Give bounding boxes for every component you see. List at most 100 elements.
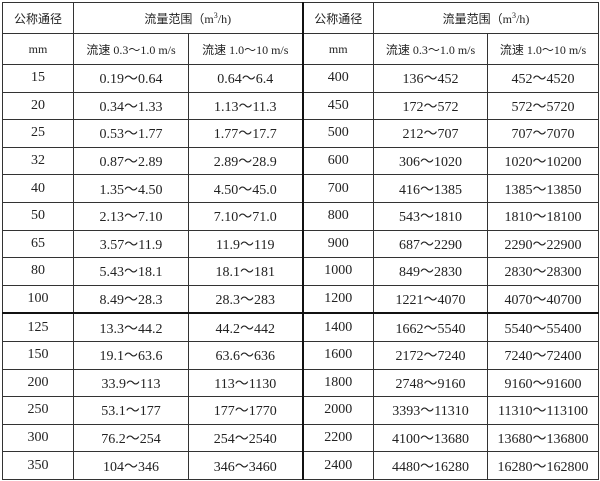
flow-low-cell: 0.19～0.64	[73, 64, 189, 93]
flow-high-cell: 177～1770	[188, 396, 304, 425]
flow-low-cell: 543～1810	[373, 201, 488, 231]
diameter-cell: 65	[2, 229, 74, 259]
flow-high-cell: 2.89～28.9	[188, 146, 304, 176]
velocity-high-header: 流速 1.0～10 m/s	[188, 33, 304, 65]
diameter-cell: 250	[2, 396, 74, 425]
nominal-diameter-header: 公称通径	[302, 2, 374, 34]
header-row-1: 公称通径 流量范围（m3/h) 公称通径 流量范围（m3/h)	[2, 2, 599, 34]
diameter-cell: 150	[2, 340, 74, 370]
flow-high-cell: 1.77～17.7	[188, 119, 304, 148]
flow-high-cell: 2830～28300	[487, 257, 599, 286]
flow-range-header: 流量范围（m3/h)	[73, 2, 304, 34]
flow-high-cell: 4070～40700	[487, 284, 599, 314]
flow-high-cell: 1385～13850	[487, 174, 599, 203]
diameter-cell: 20	[2, 91, 74, 121]
flow-low-cell: 2172～7240	[373, 340, 488, 370]
flow-high-cell: 452～4520	[487, 64, 599, 93]
flow-high-cell: 16280～162800	[487, 451, 599, 480]
table-row: 50 2.13～7.10 7.10～71.0 800 543～1810 1810～1810…	[2, 201, 599, 231]
diameter-cell: 15	[2, 64, 74, 93]
flow-high-cell: 11.9～119	[188, 229, 304, 259]
diameter-cell: 450	[302, 91, 374, 121]
diameter-cell: 700	[302, 174, 374, 203]
table-row: 80 5.43～18.1 18.1～181 1000 849～2830 2830～2830…	[2, 257, 599, 286]
flow-high-cell: 1020～10200	[487, 146, 599, 176]
diameter-cell: 1000	[302, 257, 374, 286]
flow-low-cell: 1221～4070	[373, 284, 488, 314]
diameter-cell: 500	[302, 119, 374, 148]
diameter-cell: 125	[2, 312, 74, 342]
diameter-cell: 600	[302, 146, 374, 176]
diameter-cell: 900	[302, 229, 374, 259]
table-row: 125 13.3～44.2 44.2～442 1400 1662～5540 5540～55…	[2, 312, 599, 342]
flow-range-header: 流量范围（m3/h)	[373, 2, 599, 34]
flow-high-cell: 63.6～636	[188, 340, 304, 370]
table-row: 40 1.35～4.50 4.50～45.0 700 416～1385 1385～1385…	[2, 174, 599, 203]
flow-high-cell: 346～3460	[188, 451, 304, 480]
flow-low-cell: 19.1～63.6	[73, 340, 189, 370]
flow-low-cell: 172～572	[373, 91, 488, 121]
flow-high-cell: 13680～136800	[487, 423, 599, 453]
flow-low-cell: 3393～11310	[373, 396, 488, 425]
velocity-low-header: 流速 0.3～1.0 m/s	[73, 33, 189, 65]
flow-low-cell: 1662～5540	[373, 312, 488, 342]
flow-high-cell: 2290～22900	[487, 229, 599, 259]
diameter-cell: 800	[302, 201, 374, 231]
table-row: 350 104～346 346～3460 2400 4480～16280 16280～16…	[2, 451, 599, 480]
flow-high-cell: 4.50～45.0	[188, 174, 304, 203]
flow-high-cell: 0.64～6.4	[188, 64, 304, 93]
flow-low-cell: 4100～13680	[373, 423, 488, 453]
diameter-cell: 2000	[302, 396, 374, 425]
flow-low-cell: 3.57～11.9	[73, 229, 189, 259]
flow-low-cell: 2748～9160	[373, 368, 488, 398]
table-row: 32 0.87～2.89 2.89～28.9 600 306～1020 1020～1020…	[2, 146, 599, 176]
diameter-cell: 1200	[302, 284, 374, 314]
flow-low-cell: 212～707	[373, 119, 488, 148]
nominal-diameter-header: 公称通径	[2, 2, 74, 34]
diameter-cell: 32	[2, 146, 74, 176]
velocity-high-header: 流速 1.0～10 m/s	[487, 33, 599, 65]
diameter-cell: 80	[2, 257, 74, 286]
flow-high-cell: 9160～91600	[487, 368, 599, 398]
unit-header: mm	[2, 33, 74, 65]
flow-high-cell: 1.13～11.3	[188, 91, 304, 121]
flow-high-cell: 7.10～71.0	[188, 201, 304, 231]
table-row: 65 3.57～11.9 11.9～119 900 687～2290 2290～22900	[2, 229, 599, 259]
diameter-cell: 40	[2, 174, 74, 203]
diameter-cell: 1600	[302, 340, 374, 370]
table-row: 25 0.53～1.77 1.77～17.7 500 212～707 707～7070	[2, 119, 599, 148]
flow-low-cell: 104～346	[73, 451, 189, 480]
table-row: 20 0.34～1.33 1.13～11.3 450 172～572 572～5720	[2, 91, 599, 121]
unit-header: mm	[302, 33, 374, 65]
flow-low-cell: 2.13～7.10	[73, 201, 189, 231]
flow-low-cell: 8.49～28.3	[73, 284, 189, 314]
table-row: 250 53.1～177 177～1770 2000 3393～11310 11310～1…	[2, 396, 599, 425]
flow-low-cell: 0.87～2.89	[73, 146, 189, 176]
flow-low-cell: 5.43～18.1	[73, 257, 189, 286]
flow-low-cell: 0.34～1.33	[73, 91, 189, 121]
diameter-cell: 350	[2, 451, 74, 480]
flow-high-cell: 5540～55400	[487, 312, 599, 342]
flow-low-cell: 1.35～4.50	[73, 174, 189, 203]
diameter-cell: 2400	[302, 451, 374, 480]
flow-low-cell: 849～2830	[373, 257, 488, 286]
flow-high-cell: 254～2540	[188, 423, 304, 453]
diameter-cell: 100	[2, 284, 74, 314]
header-row-2: mm 流速 0.3～1.0 m/s 流速 1.0～10 m/s mm 流速 0.…	[2, 33, 599, 65]
diameter-cell: 200	[2, 368, 74, 398]
flow-high-cell: 18.1～181	[188, 257, 304, 286]
flow-low-cell: 53.1～177	[73, 396, 189, 425]
flow-low-cell: 416～1385	[373, 174, 488, 203]
flow-low-cell: 306～1020	[373, 146, 488, 176]
flow-low-cell: 33.9～113	[73, 368, 189, 398]
velocity-low-header: 流速 0.3～1.0 m/s	[373, 33, 488, 65]
table-row: 150 19.1～63.6 63.6～636 1600 2172～7240 7240～72…	[2, 340, 599, 370]
flow-low-cell: 4480～16280	[373, 451, 488, 480]
flow-low-cell: 0.53～1.77	[73, 119, 189, 148]
diameter-cell: 1800	[302, 368, 374, 398]
diameter-cell: 300	[2, 423, 74, 453]
flow-high-cell: 572～5720	[487, 91, 599, 121]
diameter-cell: 2200	[302, 423, 374, 453]
table-row: 300 76.2～254 254～2540 2200 4100～13680 13680～1…	[2, 423, 599, 453]
